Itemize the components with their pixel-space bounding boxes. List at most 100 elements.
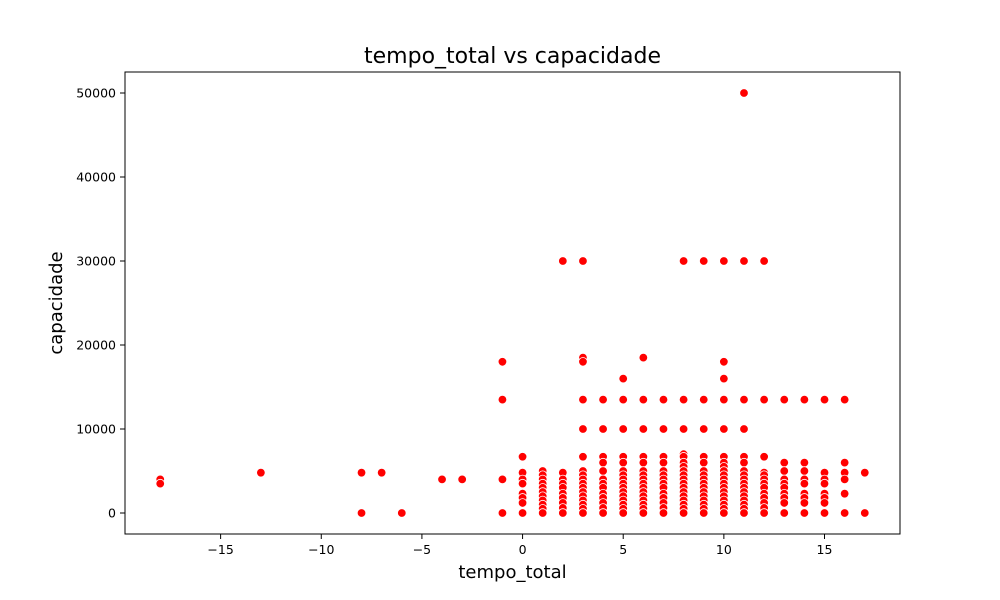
y-tick-label: 20000: [76, 338, 116, 353]
x-tick-label: 10: [716, 542, 732, 557]
data-point: [497, 508, 508, 518]
data-point: [618, 373, 628, 384]
data-point: [598, 466, 608, 476]
data-point: [860, 467, 870, 478]
data-point: [799, 457, 810, 468]
x-axis-label: tempo_total: [458, 562, 566, 583]
data-point: [739, 508, 749, 518]
x-tick-label: −15: [207, 542, 233, 557]
data-point: [618, 394, 628, 405]
data-point: [759, 452, 769, 462]
data-point: [618, 424, 628, 434]
data-point: [578, 424, 588, 434]
data-point: [819, 478, 830, 489]
data-point: [719, 508, 729, 518]
data-point: [497, 394, 508, 405]
data-point: [699, 424, 709, 434]
x-tick-label: 5: [619, 542, 627, 557]
data-point: [517, 508, 528, 518]
x-axis-ticks: −15 −10 −5 0 5 10 15: [207, 534, 832, 557]
data-point: [839, 488, 850, 499]
data-point: [699, 256, 709, 266]
data-point: [779, 466, 789, 476]
data-point: [578, 508, 588, 518]
x-tick-label: 15: [817, 542, 833, 557]
data-point: [719, 256, 729, 266]
data-point: [638, 394, 649, 405]
data-point: [799, 478, 810, 489]
data-point: [739, 424, 749, 434]
data-point: [376, 467, 387, 478]
data-point: [598, 457, 608, 468]
data-point: [578, 452, 588, 462]
data-point: [578, 394, 588, 405]
data-point: [517, 452, 528, 462]
data-point: [860, 508, 870, 518]
data-point: [678, 424, 689, 434]
data-point: [397, 508, 407, 518]
y-axis-ticks: 0 10000 20000 30000 40000 50000: [76, 86, 125, 521]
data-point: [598, 424, 608, 434]
data-point: [678, 394, 689, 405]
data-point: [658, 508, 669, 518]
data-point: [819, 394, 830, 405]
data-point: [719, 394, 729, 405]
data-point: [558, 508, 568, 518]
data-point: [739, 457, 749, 468]
data-point: [779, 508, 789, 518]
data-point: [739, 256, 749, 266]
y-tick-label: 50000: [76, 86, 116, 101]
data-point: [638, 508, 649, 518]
data-point: [517, 498, 528, 508]
points-layer: [155, 88, 870, 518]
data-point: [578, 357, 588, 367]
data-point: [497, 474, 508, 485]
data-point: [799, 466, 810, 476]
chart-title: tempo_total vs capacidade: [364, 44, 661, 69]
data-point: [497, 357, 508, 367]
data-point: [799, 394, 810, 405]
data-point: [658, 394, 669, 405]
data-point: [155, 478, 165, 489]
data-point: [578, 256, 588, 266]
data-point: [839, 508, 850, 518]
data-point: [638, 424, 649, 434]
data-point: [457, 474, 467, 485]
y-tick-label: 30000: [76, 254, 116, 269]
data-point: [739, 88, 749, 98]
data-point: [437, 474, 447, 485]
y-tick-label: 0: [108, 506, 116, 521]
data-point: [779, 457, 789, 468]
x-tick-label: −10: [308, 542, 334, 557]
data-point: [618, 457, 628, 468]
y-tick-label: 40000: [76, 170, 116, 185]
data-point: [779, 394, 789, 405]
data-point: [638, 457, 649, 468]
data-point: [256, 467, 266, 478]
data-point: [819, 498, 830, 508]
data-point: [799, 508, 810, 518]
data-point: [658, 457, 669, 468]
data-point: [739, 394, 749, 405]
data-point: [558, 256, 568, 266]
x-tick-label: 0: [519, 542, 527, 557]
data-point: [699, 394, 709, 405]
data-point: [537, 508, 548, 518]
data-point: [598, 508, 608, 518]
data-point: [719, 424, 729, 434]
data-point: [759, 256, 769, 266]
data-point: [819, 508, 830, 518]
data-point: [839, 394, 850, 405]
plot-area-frame: [124, 71, 901, 535]
x-tick-label: −5: [413, 542, 431, 557]
data-point: [759, 394, 769, 405]
data-point: [799, 498, 810, 508]
data-point: [699, 508, 709, 518]
data-point: [638, 352, 649, 363]
data-point: [356, 508, 367, 518]
data-point: [839, 474, 850, 485]
data-point: [839, 457, 850, 468]
data-point: [356, 467, 367, 478]
